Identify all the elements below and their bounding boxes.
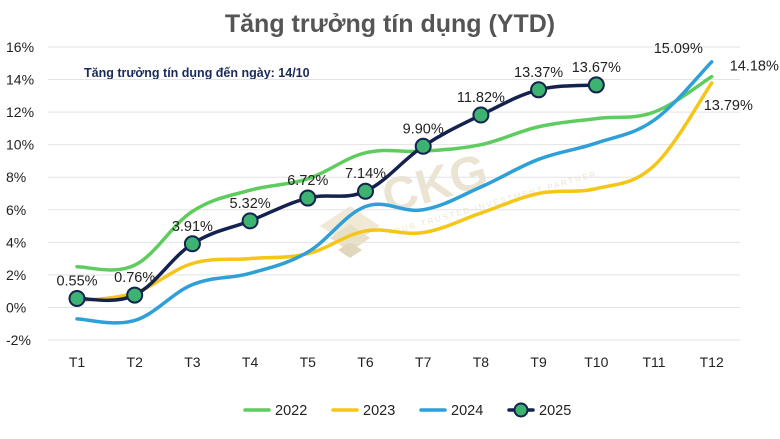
y-tick-label: 8%	[6, 169, 26, 185]
y-tick-label: 16%	[6, 39, 34, 55]
chart-subtitle: Tăng trưởng tín dụng đến ngày: 14/10	[84, 66, 310, 80]
x-tick-label: T2	[127, 354, 144, 370]
series-lines	[75, 60, 714, 325]
data-point-2025	[183, 235, 201, 253]
x-tick-label: T4	[242, 354, 259, 370]
data-labels: 0.55% 0.76% 3.91% 5.32% 6.72% 7.14% 9.90% 11.82…	[56, 41, 779, 290]
x-tick-label: T12	[700, 354, 724, 370]
end-label-2022: 14.18%	[730, 59, 779, 75]
data-point-2025	[68, 289, 86, 307]
legend-item-2024: 2024	[419, 403, 483, 419]
x-tick-label: T9	[530, 354, 547, 370]
x-tick-label: T7	[415, 354, 432, 370]
y-tick-label: 14%	[6, 72, 34, 88]
end-label-2023: 13.79%	[704, 98, 753, 114]
data-label-2025: 0.55%	[56, 273, 97, 289]
data-point-2025	[241, 212, 259, 230]
legend-label: 2023	[363, 403, 395, 419]
data-label-2025: 13.67%	[572, 60, 621, 76]
y-tick-label: 12%	[6, 104, 34, 120]
data-label-2025: 13.37%	[514, 65, 563, 81]
legend-label: 2022	[275, 403, 307, 419]
legend-label: 2024	[451, 403, 483, 419]
grid-lines	[48, 46, 740, 341]
legend: 2022 2023 2024 2025	[243, 402, 571, 419]
series-line-2022	[75, 74, 714, 272]
x-tick-label: T11	[642, 354, 665, 370]
y-tick-label: 10%	[6, 137, 34, 153]
x-tick-label: T3	[184, 354, 201, 370]
y-tick-label: -2%	[6, 332, 31, 348]
data-label-2025: 6.72%	[287, 173, 328, 189]
end-label-2024: 15.09%	[654, 41, 703, 57]
data-point-2025	[472, 106, 490, 124]
series-line-2024	[75, 60, 714, 325]
series-line-2023	[75, 81, 714, 303]
ckg-watermark: CKG YOUR TRUSTED INVESTMENT PARTNER	[320, 144, 598, 258]
legend-marker	[513, 402, 529, 418]
data-point-2025	[414, 137, 432, 155]
y-tick-label: 2%	[6, 267, 26, 283]
x-tick-label: T10	[584, 354, 608, 370]
x-tick-label: T5	[300, 354, 317, 370]
data-label-2025: 7.14%	[345, 166, 386, 182]
x-tick-label: T1	[69, 354, 86, 370]
legend-item-2022: 2022	[243, 403, 307, 419]
legend-item-2025: 2025	[507, 402, 571, 419]
data-point-2025	[530, 81, 548, 99]
y-tick-label: 6%	[6, 202, 26, 218]
data-label-2025: 5.32%	[230, 196, 271, 212]
data-point-2025	[357, 182, 374, 200]
legend-label: 2025	[539, 403, 571, 419]
data-label-2025: 9.90%	[403, 121, 444, 137]
y-axis: -2% 0% 2% 4% 6% 8% 10% 12% 14% 16%	[6, 39, 34, 348]
x-tick-label: T8	[473, 354, 490, 370]
x-axis: T1 T2 T3 T4 T5 T6 T7 T8 T9 T10 T11 T12	[69, 354, 724, 370]
x-tick-label: T6	[357, 354, 374, 370]
y-tick-label: 0%	[6, 299, 26, 315]
series-markers	[68, 76, 605, 307]
data-label-2025: 3.91%	[172, 219, 213, 235]
data-point-2025	[126, 286, 144, 304]
y-tick-label: 4%	[6, 234, 26, 250]
chart-title: Tăng trưởng tín dụng (YTD)	[225, 10, 555, 38]
data-label-2025: 11.82%	[457, 90, 505, 106]
legend-item-2023: 2023	[331, 403, 395, 419]
data-point-2025	[587, 76, 605, 94]
data-point-2025	[299, 189, 317, 207]
data-label-2025: 0.76%	[114, 270, 155, 286]
series-line-2025	[75, 83, 599, 303]
